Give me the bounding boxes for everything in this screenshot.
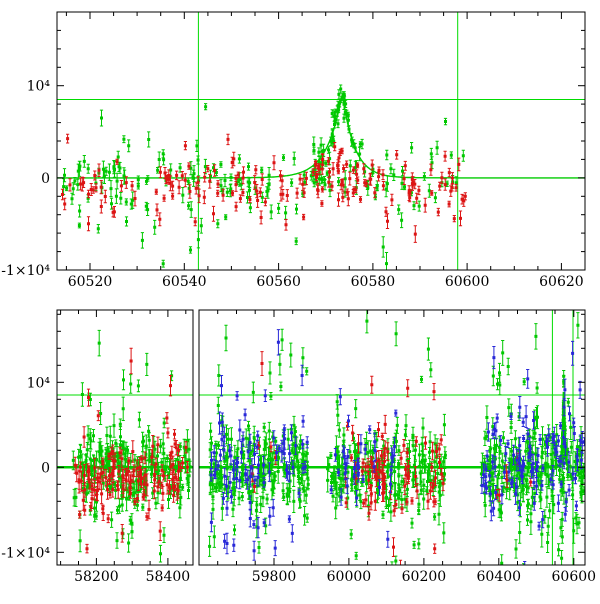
- series-epoch1-green: [71, 329, 192, 563]
- panel-bottom: 58200 58400 59800 60000 60200 60400 60600 10⁴ 0 -…: [1, 309, 597, 585]
- series-quiescent-green: [62, 103, 465, 270]
- data-points: [309, 87, 375, 187]
- model-curve: [57, 94, 585, 179]
- data-points: [330, 93, 350, 142]
- series-epoch3-blue: [329, 388, 398, 548]
- x-tick-label: 58200: [74, 569, 119, 585]
- x-tick-label: 60600: [552, 569, 597, 585]
- y-tick-label: 10⁴: [27, 375, 51, 391]
- y-tick-label: 10⁴: [27, 79, 51, 95]
- x-tick-label: 60540: [162, 274, 207, 290]
- data-layer-top: [57, 12, 585, 270]
- y-tick-label: 0: [41, 460, 50, 476]
- series-epoch1-red: [73, 347, 189, 554]
- series-epoch4-blue: [480, 340, 585, 565]
- data-points: [480, 351, 585, 528]
- panel-top: 60520 60540 60560 60580 60600 60620 10⁴ 0 -1×10⁴: [1, 11, 586, 290]
- data-points: [208, 336, 310, 549]
- x-tick-label: 60560: [256, 274, 301, 290]
- y-tick-label: -1×10⁴: [1, 545, 50, 561]
- frame: [198, 309, 586, 566]
- x-tick-label: 58400: [146, 569, 191, 585]
- x-tick-label: 60000: [327, 569, 372, 585]
- axes-bottom: 58200 58400 59800 60000 60200 60400 60600 10⁴ 0 -…: [1, 309, 597, 585]
- x-tick-label: 60580: [351, 274, 396, 290]
- series-epoch4-green: [479, 312, 585, 565]
- x-tick-label: 60400: [477, 569, 522, 585]
- x-tick-label: 60520: [68, 274, 113, 290]
- series-epoch2-blue: [209, 329, 309, 561]
- data-layer-bottom: [57, 310, 585, 565]
- error-bars: [62, 103, 465, 270]
- x-tick-label: 60600: [445, 274, 490, 290]
- data-points: [71, 341, 192, 556]
- x-tick-label: 60620: [539, 274, 584, 290]
- axes-top: 60520 60540 60560 60580 60600 60620 10⁴ 0 -1×10⁴: [1, 11, 586, 290]
- series-epoch3-red: [344, 375, 445, 565]
- data-points: [561, 374, 567, 455]
- series-flare-bump-red: [311, 142, 385, 185]
- y-tick-label: -1×10⁴: [1, 263, 50, 279]
- y-tick-label: 0: [41, 171, 50, 187]
- x-tick-label: 59800: [252, 569, 297, 585]
- series-quiescent-red: [60, 133, 467, 243]
- x-tick-label: 60200: [402, 569, 447, 585]
- frame: [56, 309, 194, 566]
- data-points: [311, 145, 385, 181]
